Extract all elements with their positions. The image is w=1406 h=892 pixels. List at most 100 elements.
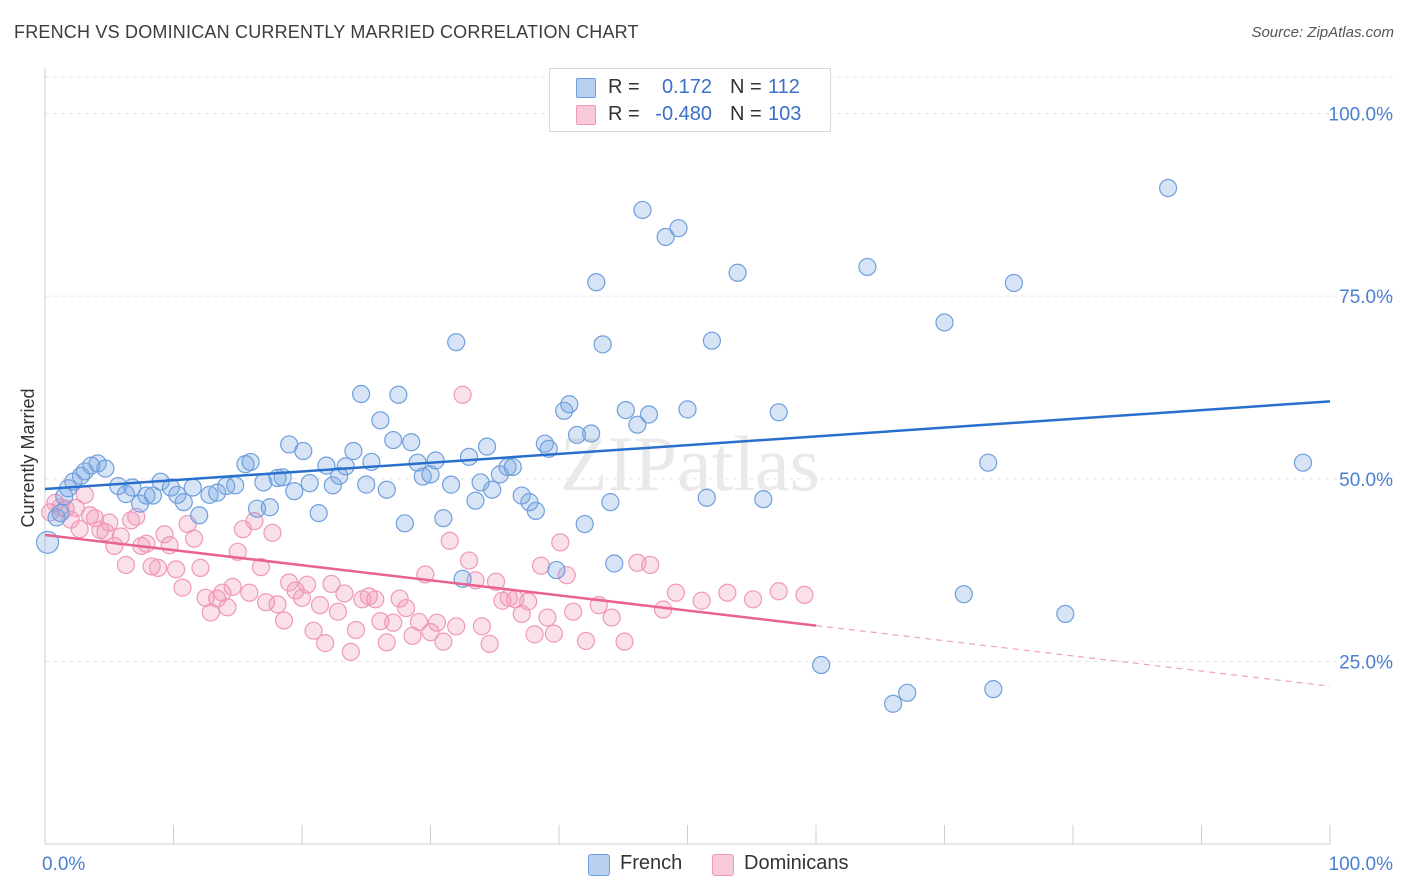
french-point — [697, 488, 716, 507]
french-point — [466, 491, 485, 510]
dominican-point — [602, 608, 621, 627]
french-point — [954, 585, 973, 604]
dominican-point — [447, 617, 466, 636]
dominican-point — [453, 385, 472, 404]
french-point — [567, 425, 587, 445]
french-point — [226, 476, 245, 495]
dominican-point — [519, 592, 538, 611]
dominican-point — [218, 598, 237, 617]
correlation-legend: R = 0.172 N = 112 R = -0.480 N = 103 — [549, 68, 831, 132]
dominican-point — [666, 583, 686, 602]
french-point — [483, 480, 502, 499]
dominican-point — [440, 531, 459, 550]
french-point — [357, 475, 376, 494]
french-point — [754, 490, 773, 509]
french-point — [285, 482, 304, 501]
legend-r-label: R = — [608, 103, 640, 125]
dominican-point — [148, 558, 168, 577]
french-point — [323, 476, 342, 495]
dominican-point — [251, 558, 270, 577]
french-point — [1004, 273, 1023, 293]
dominican-point — [538, 608, 557, 627]
french-point — [656, 227, 675, 247]
y-axis-label: Currently Married — [18, 388, 38, 527]
dominican-point — [525, 625, 544, 644]
grid — [45, 76, 1395, 662]
french-swatch — [576, 78, 596, 98]
french-point — [402, 433, 421, 452]
legend-row-dominicans: R = -0.480 N = 103 — [550, 101, 830, 129]
french-point — [605, 554, 624, 573]
french-point — [260, 498, 279, 517]
dominican-point — [692, 591, 711, 610]
legend-r-label: R = — [608, 76, 640, 98]
french-point — [51, 503, 70, 523]
french-point — [371, 411, 390, 430]
dominican-point — [100, 513, 119, 532]
french-point — [1293, 453, 1313, 472]
legend-n-value: 103 — [768, 103, 802, 125]
dominican-point — [564, 602, 583, 621]
french-point — [426, 451, 445, 470]
french-points — [35, 178, 1313, 713]
dominican-point — [743, 590, 763, 609]
dominican-point — [769, 582, 788, 601]
legend-n-value: 112 — [768, 76, 800, 98]
dominican-point — [459, 551, 479, 570]
dominican-point — [322, 574, 341, 594]
dominican-point — [304, 621, 323, 640]
dominican-point — [366, 590, 385, 609]
dominicans-swatch — [576, 105, 596, 125]
dominican-point — [377, 633, 396, 652]
chart-source: Source: ZipAtlas.com — [1251, 24, 1394, 41]
french-point — [300, 474, 319, 493]
french-point — [96, 459, 115, 478]
x-tick-label: 100.0% — [1329, 854, 1394, 875]
dominican-point — [240, 583, 259, 602]
legend-r-value: -0.480 — [655, 103, 712, 125]
dominican-point — [396, 598, 416, 618]
dominicans-swatch — [712, 854, 734, 876]
dominican-point — [486, 572, 506, 591]
french-point — [898, 683, 917, 702]
french-point — [477, 437, 497, 456]
dominican-point — [341, 642, 360, 661]
dominican-point — [472, 617, 491, 636]
french-point — [459, 447, 479, 466]
french-point — [377, 480, 396, 499]
french-point — [294, 441, 313, 461]
dominican-point — [86, 509, 105, 528]
french-point — [935, 313, 954, 332]
french-point — [628, 415, 647, 434]
dominican-point — [316, 634, 335, 653]
dominican-point — [274, 611, 294, 630]
french-point — [190, 506, 209, 525]
dominican-point — [256, 593, 276, 612]
french-point — [560, 395, 579, 414]
y-tick-label: 25.0% — [1339, 652, 1393, 673]
french-point — [587, 273, 606, 292]
legend-label-french: French — [620, 852, 683, 874]
axes: 25.0% 50.0% 75.0% 100.0% 0.0% 100.0% — [42, 68, 1393, 875]
french-point — [389, 385, 408, 404]
french-point — [344, 441, 363, 461]
french-point — [547, 560, 566, 580]
dominican-trend-line — [44, 533, 817, 627]
dominican-point — [615, 632, 634, 651]
french-point — [116, 485, 136, 504]
french-point — [858, 257, 877, 277]
y-tick-label: 100.0% — [1329, 105, 1394, 126]
french-trend-line — [44, 400, 1331, 491]
french-point — [241, 452, 260, 472]
french-point — [639, 405, 659, 424]
french-point — [601, 493, 620, 512]
french-point — [309, 503, 328, 523]
dominican-point — [137, 534, 156, 553]
dominican-point — [298, 575, 317, 594]
french-point — [526, 501, 545, 521]
french-point — [883, 694, 903, 713]
french-point — [434, 509, 453, 528]
watermark: ZIPatlas — [560, 420, 820, 507]
french-point — [137, 486, 156, 505]
